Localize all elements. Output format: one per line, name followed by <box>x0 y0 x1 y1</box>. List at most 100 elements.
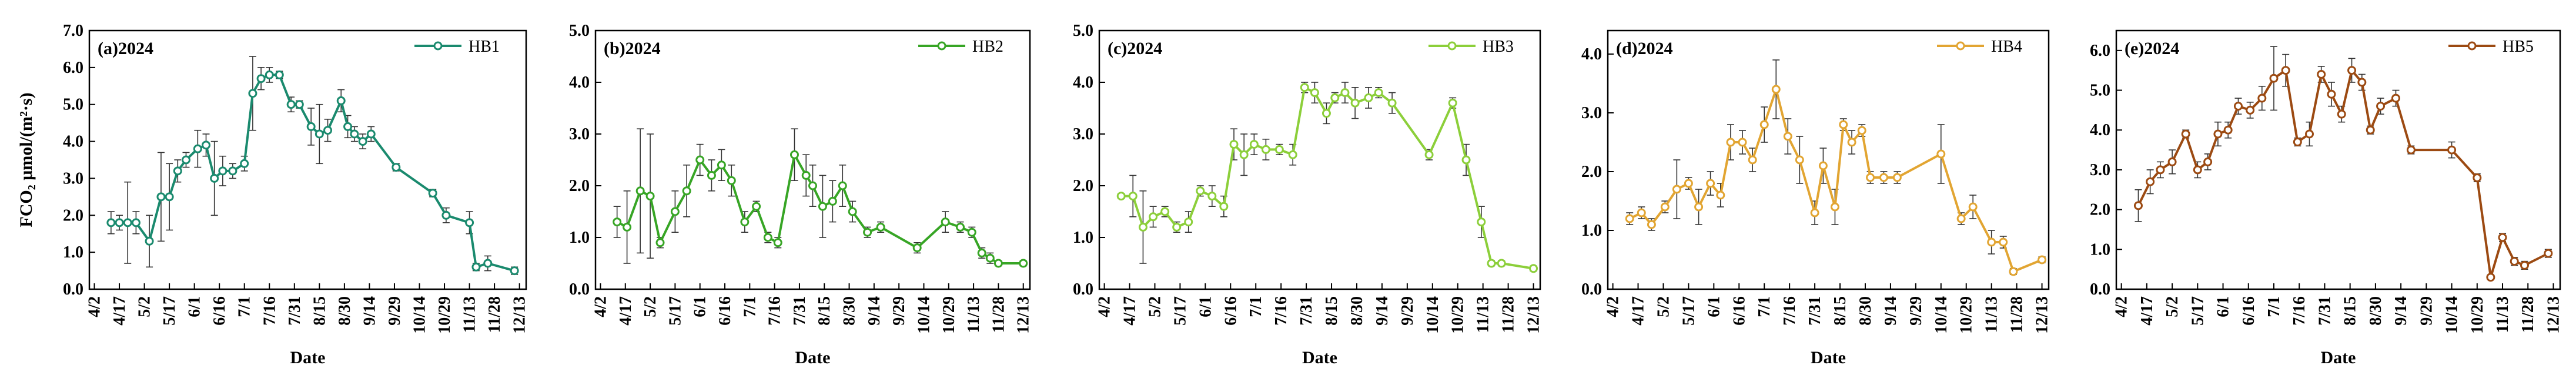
chart-3-point <box>1340 88 1350 98</box>
chart-3-frame <box>1098 29 1541 290</box>
chart-3-point <box>1261 145 1270 154</box>
chart-2-legend-marker <box>937 41 946 51</box>
chart-2-ytick-label: 0.0 <box>569 280 590 299</box>
chart-4-xtick-label: 7/31 <box>1806 296 1824 326</box>
chart-4-point <box>1783 132 1792 141</box>
chart-5: 0.0 1.0 2.0 3.0 4.0 5.0 6.0 4/2 4/17 5/2 5/17 6/1 6/… <box>2090 29 2562 367</box>
chart-3-point <box>1310 88 1319 98</box>
chart-1-ytick-label: 6.0 <box>63 59 83 77</box>
chart-3-ytick-label: 2.0 <box>1073 177 1093 195</box>
chart-1-point <box>265 70 274 79</box>
chart-1-point <box>106 218 116 227</box>
chart-5-xtick-label: 7/31 <box>2316 296 2334 326</box>
chart-4-point <box>1771 85 1781 94</box>
chart-3-point <box>1172 222 1182 232</box>
chart-5-point <box>2305 129 2314 139</box>
chart-5-legend-marker <box>2467 41 2477 51</box>
chart-1-xtick-label: 8/15 <box>310 296 329 326</box>
chart-2-point <box>956 222 965 232</box>
chart-1-xtick-label: 7/1 <box>236 296 254 317</box>
chart-2: 0.0 1.0 2.0 3.0 4.0 5.0 4/2 4/17 5/2 5/17 6/1 6/16 7… <box>569 22 1033 367</box>
chart-1-point <box>343 122 353 131</box>
chart-2-xtick-label: 10/29 <box>940 296 958 334</box>
chart-5-xtick-label: 5/17 <box>2189 296 2207 326</box>
chart-4-xtick-label: 11/28 <box>2008 296 2026 333</box>
chart-2-point <box>977 248 986 257</box>
chart-1-point <box>350 129 359 139</box>
chart-5-xtick-label: 12/13 <box>2544 296 2562 334</box>
chart-1-point <box>193 144 202 153</box>
chart-1-point <box>483 259 493 268</box>
chart-4-point <box>1987 237 1996 247</box>
chart-2-legend-label: HB2 <box>972 38 1003 56</box>
chart-4-xtick-label: 12/13 <box>2033 296 2052 334</box>
chart-3-point <box>1184 217 1193 227</box>
chart-3-point <box>1387 98 1397 108</box>
chart-1-point <box>115 218 124 227</box>
chart-1-point <box>173 166 182 176</box>
chart-4-ytick-label: 1.0 <box>1581 222 1602 240</box>
chart-1-xtick-label: 4/17 <box>111 296 129 326</box>
chart-4-point <box>1625 214 1634 223</box>
chart-5-point <box>2357 78 2367 87</box>
chart-4-ytick-label: 4.0 <box>1581 45 1602 63</box>
chart-3-point <box>1207 192 1217 201</box>
chart-3-point <box>1288 150 1297 159</box>
chart-5-xtick-label: 4/2 <box>2113 296 2131 317</box>
chart-2-title: (b)2024 <box>604 39 661 58</box>
chart-3-point <box>1160 207 1170 216</box>
chart-1-point <box>441 210 451 220</box>
chart-2-point <box>635 186 645 196</box>
chart-2-xtick-label: 4/2 <box>591 296 610 317</box>
chart-4-xtick-label: 6/16 <box>1730 296 1748 326</box>
chart-2-point <box>828 196 837 206</box>
chart-2-point <box>876 222 885 232</box>
chart-4-point <box>1830 202 1839 212</box>
chart-3-point <box>1477 217 1486 227</box>
chart-4-point <box>1706 179 1715 188</box>
chart-5-xtick-label: 4/17 <box>2138 296 2156 326</box>
chart-1-xtick-label: 10/14 <box>411 296 429 334</box>
chart-3-point <box>1364 93 1373 102</box>
chart-3-point <box>1350 98 1360 108</box>
chart-1-xtick-label: 5/17 <box>160 296 179 326</box>
chart-4-point <box>1795 155 1804 165</box>
chart-5-xtick-label: 9/14 <box>2392 296 2410 326</box>
chart-2-point <box>670 207 680 216</box>
chart-4-point <box>1956 214 1966 223</box>
chart-4-point <box>1879 173 1888 182</box>
chart-4-point <box>1738 138 1747 147</box>
chart-4-point <box>1857 126 1866 135</box>
chart-2-ytick-label: 5.0 <box>569 22 590 40</box>
chart-1-point <box>428 189 437 198</box>
chart-4-point <box>1810 208 1819 217</box>
chart-3-xtick-label: 10/14 <box>1424 296 1442 334</box>
chart-3-xtick-label: 5/2 <box>1146 296 1164 317</box>
chart-3-xtick-label: 9/14 <box>1373 296 1391 326</box>
chart-3-point <box>1249 140 1259 149</box>
chart-5-point <box>2486 273 2495 282</box>
chart-1-point <box>228 166 237 176</box>
chart-5-point <box>2133 201 2143 210</box>
chart-4-xtick-label: 6/1 <box>1705 296 1723 317</box>
chart-1-ytick-label: 7.0 <box>63 22 83 40</box>
chart-3-point <box>1322 109 1331 118</box>
chart-4-xtick-label: 5/17 <box>1680 296 1698 326</box>
chart-5-xtick-label: 8/15 <box>2341 296 2360 326</box>
chart-1-ytick-label: 1.0 <box>63 243 83 262</box>
chart-5-title: (e)2024 <box>2125 39 2179 58</box>
chart-3-ytick-label: 3.0 <box>1073 125 1093 143</box>
chart-1-point <box>471 262 481 272</box>
chart-5-point <box>2366 125 2375 135</box>
chart-5-point <box>2544 249 2553 258</box>
chart-4-point <box>1866 173 1875 182</box>
chart-5-xtick-label: 5/2 <box>2163 296 2182 317</box>
chart-1-point <box>165 192 174 202</box>
chart-2-point <box>645 192 655 201</box>
chart-1-xtick-label: 10/29 <box>436 296 454 334</box>
chart-5-point <box>2317 69 2326 79</box>
chart-4-point <box>1716 190 1725 200</box>
chart-3-xtick-label: 4/2 <box>1096 296 1114 317</box>
chart-4-xtick-label: 7/1 <box>1755 296 1774 317</box>
chart-1-xtick-label: 11/13 <box>461 296 479 333</box>
